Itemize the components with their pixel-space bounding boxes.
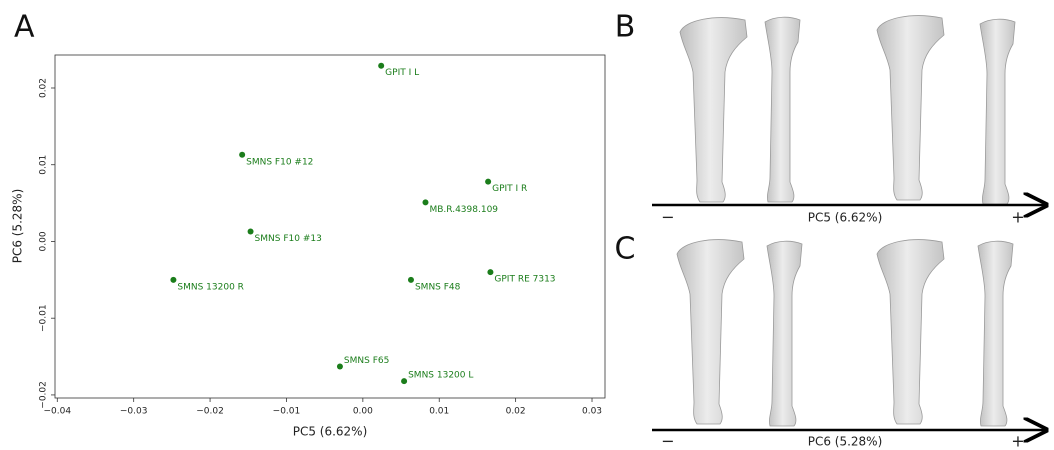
data-point xyxy=(408,277,414,283)
bone-image xyxy=(980,19,1015,204)
minus-sign: − xyxy=(661,208,674,227)
data-point xyxy=(401,378,407,384)
y-tick-label: 0.01 xyxy=(39,155,49,175)
data-point xyxy=(485,179,491,185)
data-point xyxy=(248,228,254,234)
panel-c: C − PC6 (5.28%) + xyxy=(615,232,1046,450)
point-label: SMNS F48 xyxy=(415,282,461,292)
y-tick-label: −0.01 xyxy=(39,304,49,332)
panel-label: C xyxy=(615,232,636,267)
bone-image xyxy=(877,16,944,200)
y-tick-label: 0.02 xyxy=(39,78,49,98)
arrow-label: PC6 (5.28%) xyxy=(808,435,883,449)
x-axis-label: PC5 (6.62%) xyxy=(293,425,368,439)
point-label: SMNS F10 #13 xyxy=(255,234,322,244)
panel-label: B xyxy=(615,10,636,45)
bone-image xyxy=(978,241,1013,426)
bone-image xyxy=(767,241,802,426)
data-point xyxy=(378,63,384,69)
data-point xyxy=(422,199,428,205)
point-label: SMNS F10 #12 xyxy=(246,157,313,167)
point-label: GPIT I L xyxy=(385,68,419,78)
data-point xyxy=(337,364,343,370)
data-point xyxy=(239,152,245,158)
y-axis-label: PC6 (5.28%) xyxy=(11,189,25,264)
arrow-label: PC5 (6.62%) xyxy=(808,211,883,225)
point-label: GPIT RE 7313 xyxy=(494,275,555,285)
data-point xyxy=(487,269,493,275)
bone-image xyxy=(765,17,800,202)
bone-image xyxy=(877,240,944,424)
x-tick-label: 0.03 xyxy=(582,407,602,417)
point-label: SMNS 13200 L xyxy=(408,371,473,381)
point-label: SMNS F65 xyxy=(344,356,389,366)
x-tick-label: −0.01 xyxy=(273,407,301,417)
data-point xyxy=(170,277,176,283)
x-tick-label: −0.03 xyxy=(120,407,148,417)
point-label: MB.R.4398.109 xyxy=(429,205,498,215)
x-tick-label: 0.01 xyxy=(429,407,449,417)
y-tick-label: 0.00 xyxy=(39,231,49,251)
panel-label: A xyxy=(14,10,35,45)
bone-image xyxy=(680,18,747,202)
x-tick-label: 0.02 xyxy=(506,407,526,417)
panel-b: B − PC5 (6.62%) + xyxy=(615,10,1046,227)
bone-image xyxy=(677,240,744,424)
plus-sign: + xyxy=(1011,208,1024,227)
point-label: GPIT I R xyxy=(492,184,527,194)
minus-sign: − xyxy=(661,432,674,450)
plus-sign: + xyxy=(1011,432,1024,450)
figure: A PC5 (6.62%) PC6 (5.28%) B − PC5 (6.62%… xyxy=(0,0,1054,450)
x-tick-label: −0.02 xyxy=(196,407,224,417)
plot-frame xyxy=(55,55,605,398)
point-label: SMNS 13200 R xyxy=(177,282,244,292)
y-tick-label: −0.02 xyxy=(38,381,48,409)
x-tick-label: 0.00 xyxy=(353,407,373,417)
